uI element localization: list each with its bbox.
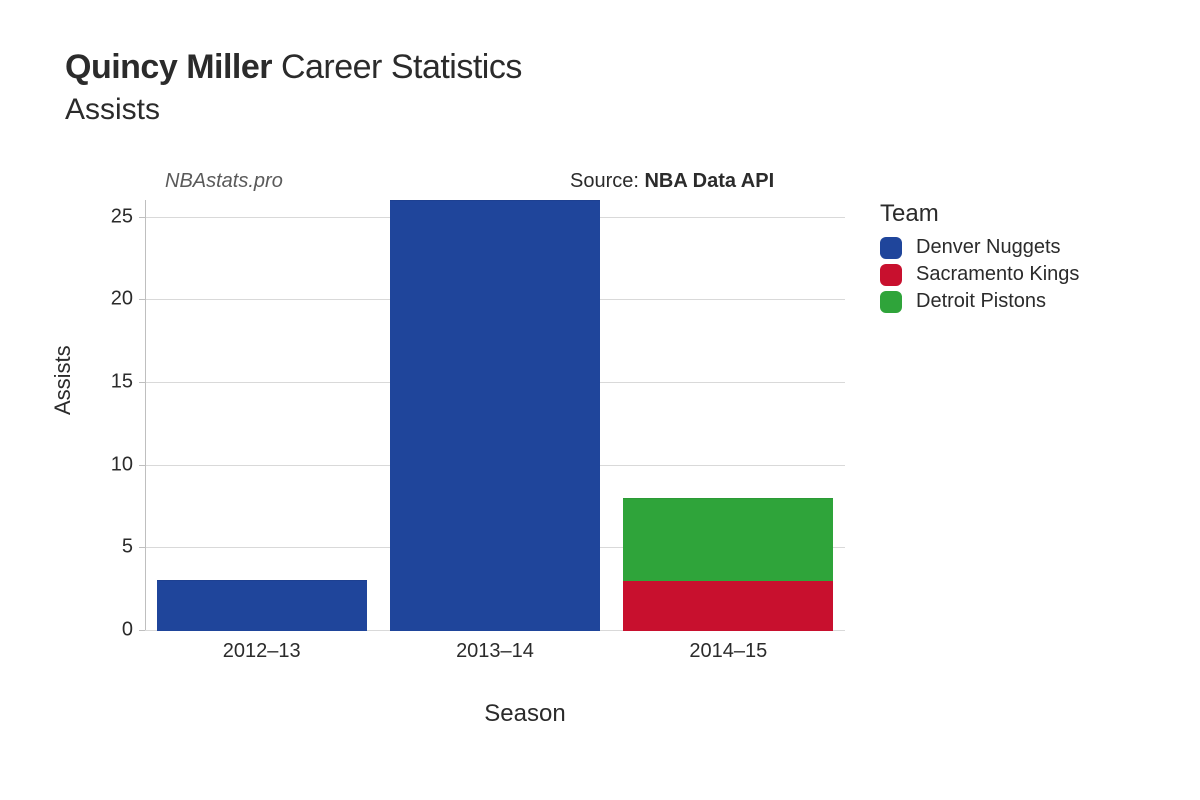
legend-label: Sacramento Kings — [916, 263, 1079, 286]
ytick-label: 25 — [73, 205, 133, 228]
xtick-label: 2013–14 — [456, 640, 534, 663]
x-axis-label: Season — [0, 700, 1200, 728]
ytick-label: 15 — [73, 370, 133, 393]
legend-label: Detroit Pistons — [916, 290, 1046, 313]
legend-swatch — [880, 291, 902, 313]
chart-container: Quincy Miller Career Statistics Assists … — [0, 0, 1200, 800]
chart-title: Quincy Miller Career Statistics — [65, 48, 522, 87]
source-name: NBA Data API — [644, 170, 774, 192]
xtick-label: 2014–15 — [689, 640, 767, 663]
ytick-label: 10 — [73, 453, 133, 476]
chart-subtitle: Assists — [65, 93, 522, 127]
legend-title: Team — [880, 200, 1079, 228]
bar-segment — [623, 498, 833, 582]
legend-item: Denver Nuggets — [880, 236, 1079, 259]
bar-segment — [157, 580, 367, 631]
bar-segment — [623, 580, 833, 631]
legend-swatch — [880, 237, 902, 259]
y-axis-line — [145, 200, 146, 630]
title-suffix: Career Statistics — [281, 48, 522, 86]
legend-item: Detroit Pistons — [880, 290, 1079, 313]
source-attribution: Source: NBA Data API — [570, 170, 774, 193]
plot-area: 05101520252012–132013–142014–15 — [145, 200, 845, 630]
ytick-label: 0 — [73, 619, 133, 642]
ytick-label: 20 — [73, 288, 133, 311]
watermark-text: NBAstats.pro — [165, 170, 283, 193]
source-prefix: Source: — [570, 170, 644, 192]
legend-item: Sacramento Kings — [880, 263, 1079, 286]
ytick-label: 5 — [73, 536, 133, 559]
bar-segment — [390, 200, 600, 631]
legend: Team Denver Nuggets Sacramento Kings Detro… — [880, 200, 1079, 317]
legend-label: Denver Nuggets — [916, 236, 1061, 259]
y-axis-label-text: Assists — [50, 345, 75, 415]
title-block: Quincy Miller Career Statistics Assists — [65, 48, 522, 127]
xtick-label: 2012–13 — [223, 640, 301, 663]
legend-swatch — [880, 264, 902, 286]
title-player: Quincy Miller — [65, 48, 272, 86]
ytick-mark — [139, 630, 145, 631]
x-axis-label-text: Season — [484, 700, 565, 728]
